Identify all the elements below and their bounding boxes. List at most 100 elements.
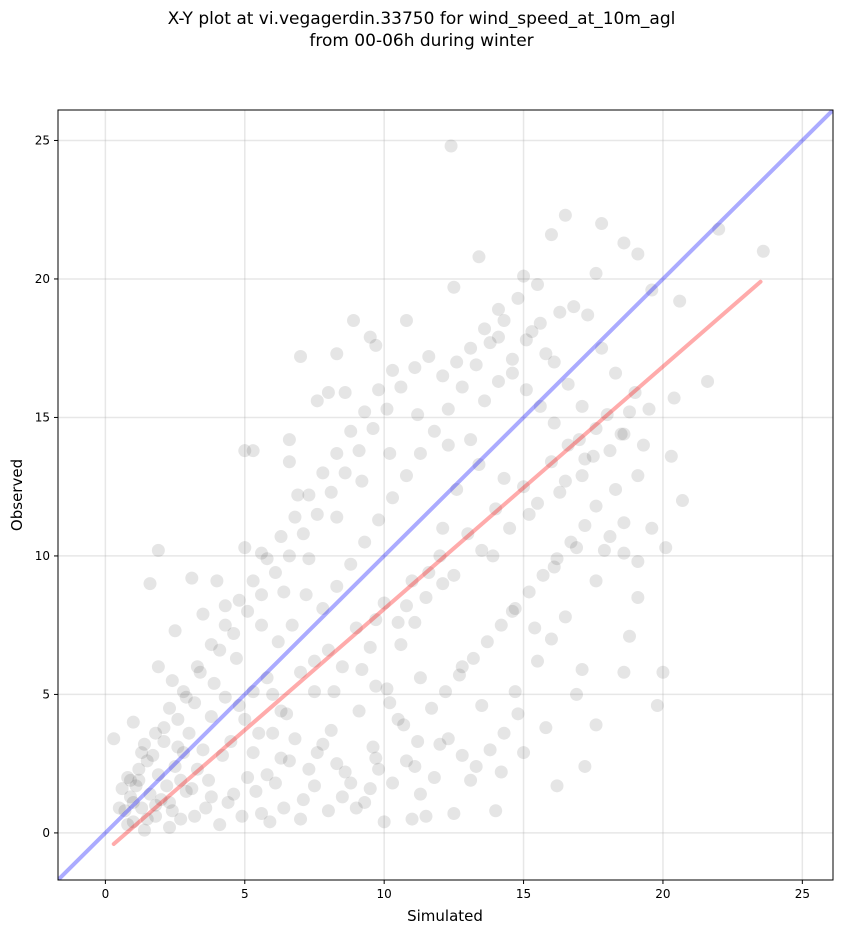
data-point (589, 266, 603, 280)
data-point (165, 804, 179, 818)
data-point (636, 438, 650, 452)
data-point (369, 613, 383, 627)
data-point (324, 485, 338, 499)
data-point (363, 782, 377, 796)
data-point (422, 566, 436, 580)
data-point (570, 541, 584, 555)
data-point (171, 740, 185, 754)
data-point (399, 599, 413, 613)
data-point (469, 358, 483, 372)
data-point (330, 446, 344, 460)
data-point (413, 787, 427, 801)
data-point (185, 571, 199, 585)
data-point (530, 277, 544, 291)
data-point (645, 283, 659, 297)
data-point (489, 502, 503, 516)
data-point (151, 768, 165, 782)
lines (58, 110, 833, 880)
data-point (241, 771, 255, 785)
data-point (255, 546, 269, 560)
data-point (249, 784, 263, 798)
data-point (399, 314, 413, 328)
data-point (213, 643, 227, 657)
data-point (372, 513, 386, 527)
data-point (522, 507, 536, 521)
data-point (316, 466, 330, 480)
data-point (260, 671, 274, 685)
data-point (302, 762, 316, 776)
data-point (530, 654, 544, 668)
data-point (444, 139, 458, 153)
data-point (282, 433, 296, 447)
data-point (405, 574, 419, 588)
data-point (149, 726, 163, 740)
data-point (561, 377, 575, 391)
data-point (112, 801, 126, 815)
data-point (408, 361, 422, 375)
data-point (544, 228, 558, 242)
data-point (302, 488, 316, 502)
data-point (517, 269, 531, 283)
data-point (330, 579, 344, 593)
x-tick-label: 25 (795, 887, 810, 901)
data-point (539, 347, 553, 361)
data-point (436, 521, 450, 535)
data-point (255, 618, 269, 632)
data-point (544, 455, 558, 469)
data-point (263, 815, 277, 829)
data-point (176, 685, 190, 699)
data-point (132, 762, 146, 776)
data-point (280, 707, 294, 721)
data-point (163, 820, 177, 834)
data-point (268, 566, 282, 580)
data-point (274, 530, 288, 544)
y-tick-label: 20 (35, 272, 50, 286)
data-point (550, 779, 564, 793)
data-point (349, 801, 363, 815)
data-point (307, 654, 321, 668)
data-point (380, 402, 394, 416)
data-point (188, 809, 202, 823)
data-point (338, 386, 352, 400)
plot-frame (57, 109, 834, 881)
data-point (441, 732, 455, 746)
x-tick-label: 15 (516, 887, 531, 901)
data-point (578, 518, 592, 532)
data-point (204, 710, 218, 724)
x-axis-label: Simulated (407, 907, 483, 925)
data-point (519, 333, 533, 347)
data-point (419, 809, 433, 823)
data-point (185, 782, 199, 796)
data-point (363, 640, 377, 654)
data-point (494, 765, 508, 779)
data-point (126, 795, 140, 809)
data-point (344, 776, 358, 790)
data-point (123, 773, 137, 787)
data-point (411, 408, 425, 422)
data-point (441, 438, 455, 452)
data-point (238, 444, 252, 458)
data-point (483, 336, 497, 350)
y-tick-label: 10 (35, 549, 50, 563)
x-tick-label: 10 (377, 887, 392, 901)
data-point (547, 416, 561, 430)
data-point (567, 300, 581, 314)
data-point (386, 776, 400, 790)
data-point (294, 350, 308, 364)
data-point (656, 665, 670, 679)
data-point (149, 809, 163, 823)
chart-title: X-Y plot at vi.vegagerdin.33750 for wind… (0, 8, 843, 52)
data-point (464, 341, 478, 355)
data-point (511, 291, 525, 305)
data-point (433, 737, 447, 751)
data-point (544, 632, 558, 646)
data-point (427, 424, 441, 438)
data-point (497, 726, 511, 740)
data-point (215, 748, 229, 762)
data-point (642, 402, 656, 416)
data-point (413, 671, 427, 685)
data-point (452, 668, 466, 682)
data-point (369, 751, 383, 765)
data-point (146, 748, 160, 762)
data-point (450, 355, 464, 369)
